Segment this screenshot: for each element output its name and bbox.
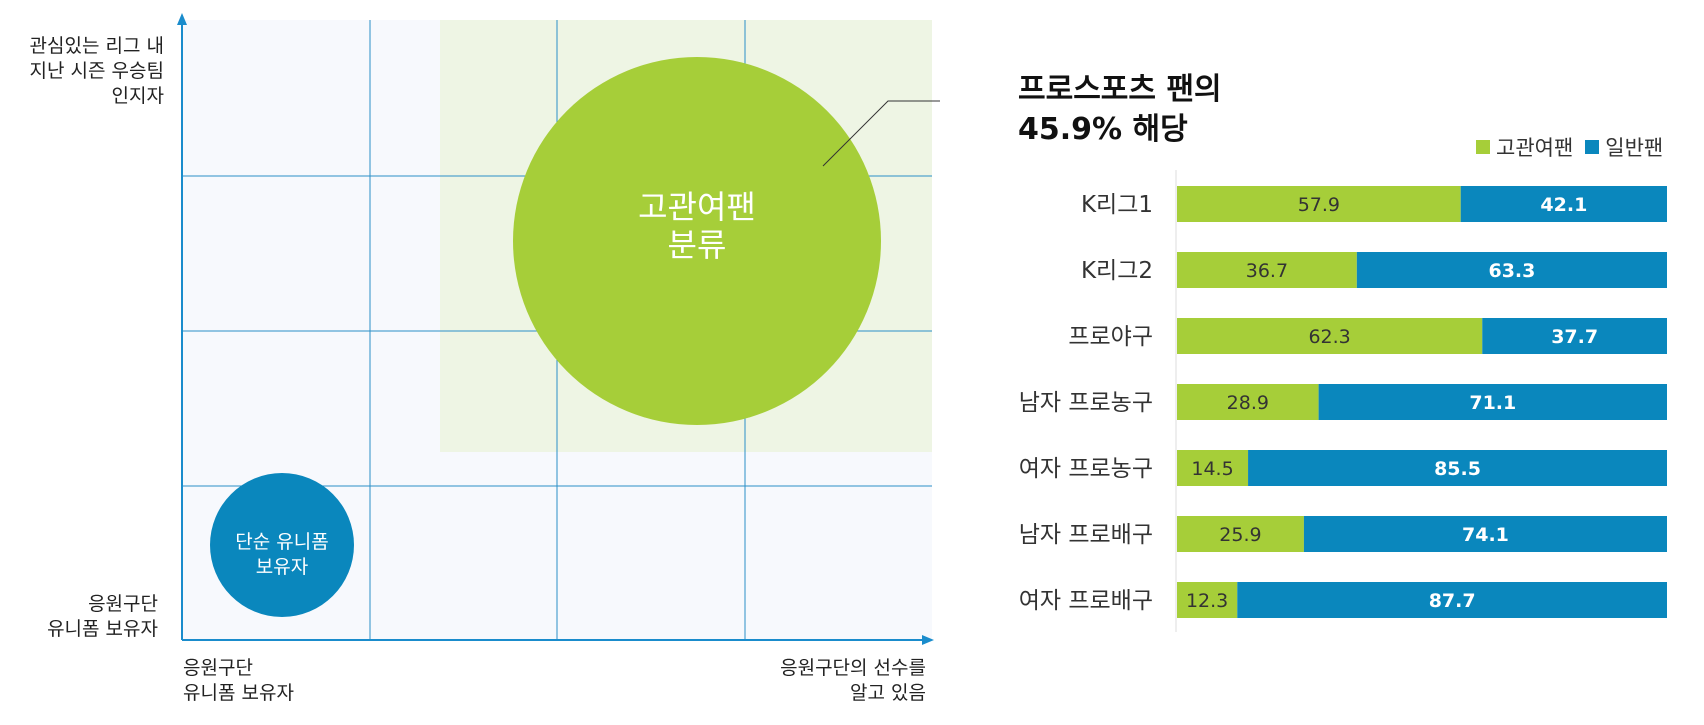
legend-label-high: 고관여팬	[1496, 136, 1574, 160]
category-label: 여자 프로배구	[1019, 588, 1153, 614]
x-axis-arrow-icon	[922, 635, 934, 645]
bar-segment-general	[1460, 186, 1667, 222]
big-circle-label-1: 고관여팬	[638, 188, 756, 226]
callout-text: 프로스포츠 팬의 45.9% 해당	[1018, 72, 1222, 147]
category-label: K리그2	[1081, 258, 1153, 284]
x-axis-left-label: 응원구단 유니폼 보유자	[183, 657, 294, 704]
data-label: 63.3	[1488, 260, 1535, 282]
bar-segment-general	[1356, 252, 1667, 288]
y-axis-bottom-label: 응원구단 유니폼 보유자	[47, 593, 158, 640]
bar-layer: K리그1 57.9 42.1 K리그2 36.7 63.3 프로야구 62.3 37.7 남자 프…	[1019, 186, 1667, 618]
data-label: 87.7	[1429, 590, 1476, 612]
bar-segment-general	[1303, 516, 1667, 552]
category-label: 여자 프로농구	[1019, 456, 1153, 482]
data-label: 25.9	[1219, 524, 1261, 546]
y-axis-arrow-icon	[177, 13, 187, 25]
data-label: 71.1	[1469, 392, 1516, 414]
legend-label-general: 일반팬	[1605, 136, 1664, 160]
legend-item-general: 일반팬	[1585, 132, 1663, 162]
bar-segment-high	[1177, 252, 1357, 288]
legend-item-high: 고관여팬	[1476, 132, 1573, 162]
legend-swatch-high	[1476, 140, 1490, 154]
fan-matrix-diagram: 고관여팬 분류 단순 유니폼 보유자	[177, 13, 940, 645]
data-label: 36.7	[1246, 260, 1288, 282]
bar-segment-high	[1177, 318, 1483, 354]
bar-segment-high	[1177, 450, 1249, 486]
bar-segment-general	[1318, 384, 1667, 420]
data-label: 85.5	[1434, 458, 1481, 480]
small-circle-label-1: 단순 유니폼	[235, 531, 328, 553]
category-label: 프로야구	[1068, 324, 1153, 350]
data-label: 28.9	[1227, 392, 1269, 414]
big-circle-label-2: 분류	[668, 226, 727, 264]
data-label: 12.3	[1186, 590, 1228, 612]
data-label: 14.5	[1191, 458, 1233, 480]
callout-leader-line	[822, 100, 940, 167]
data-label: 62.3	[1308, 326, 1350, 348]
category-label: 남자 프로농구	[1019, 390, 1153, 416]
small-circle-label-2: 보유자	[256, 556, 308, 578]
bar-segment-high	[1177, 186, 1461, 222]
data-label: 37.7	[1551, 326, 1598, 348]
data-label: 74.1	[1462, 524, 1509, 546]
bar-segment-general	[1248, 450, 1667, 486]
bar-segment-high	[1177, 384, 1319, 420]
bar-segment-high	[1177, 516, 1304, 552]
bar-segment-general	[1237, 582, 1667, 618]
high-involvement-circle	[513, 57, 881, 425]
x-axis-right-label: 응원구단의 선수를 알고 있음	[780, 657, 926, 704]
bar-segment-general	[1482, 318, 1667, 354]
data-label: 42.1	[1540, 194, 1587, 216]
bar-segment-high	[1177, 582, 1238, 618]
legend-swatch-general	[1585, 140, 1600, 154]
y-axis-top-label: 관심있는 리그 내 지난 시즌 우승팀 인지자	[29, 35, 164, 107]
simple-uniform-circle	[210, 473, 354, 617]
chart-legend: 고관여팬 일반팬	[1476, 132, 1675, 162]
category-label: 남자 프로배구	[1019, 522, 1153, 548]
data-label: 57.9	[1298, 194, 1340, 216]
category-label: K리그1	[1081, 192, 1153, 218]
